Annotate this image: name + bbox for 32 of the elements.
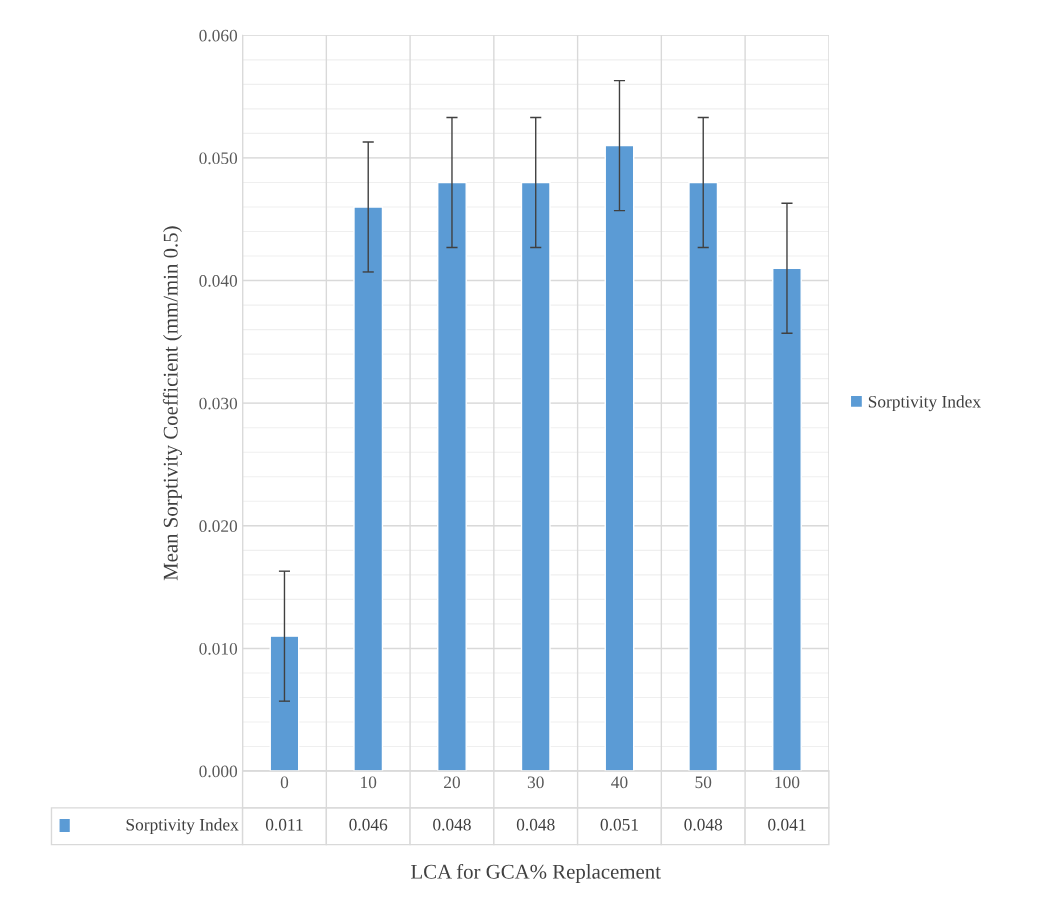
y-tick-label: 0.020 (199, 520, 238, 533)
data-label: 0.046 (349, 818, 388, 831)
y-tick-label: 0.060 (199, 29, 238, 42)
data-label: 0.048 (684, 818, 723, 831)
bar (772, 267, 802, 772)
x-tick-label: 30 (527, 776, 544, 789)
y-tick-label: 0.010 (199, 642, 238, 655)
bar (604, 144, 635, 772)
y-tick-label: 0.000 (199, 765, 238, 778)
data-label: 0.048 (433, 818, 471, 831)
legend-label: Sorptivity Index (868, 395, 981, 412)
x-tick-label: 20 (444, 776, 460, 789)
x-tick-label: 10 (361, 776, 377, 789)
bar (520, 181, 551, 772)
bar (353, 206, 384, 772)
bar (269, 635, 300, 772)
bar (688, 181, 719, 772)
data-label: 0.051 (600, 818, 638, 831)
y-tick-label: 0.030 (199, 397, 238, 410)
x-axis-title: LCA for GCA% Replacement (411, 863, 661, 883)
y-tick-label: 0.040 (199, 275, 238, 287)
y-axis-title: Mean Sorptivity Coefficient (mm/min 0.5) (162, 226, 182, 581)
x-tick-label: 40 (611, 776, 628, 789)
data-label: 0.041 (768, 818, 806, 831)
data-label: 0.048 (516, 818, 555, 831)
x-tick-label: 100 (775, 776, 800, 789)
y-tick-label: 0.050 (199, 152, 238, 165)
data-label: 0.011 (265, 818, 303, 831)
text: Sorptivity Index (126, 818, 239, 835)
x-tick-label: 0 (280, 776, 289, 789)
x-tick-label: 50 (695, 776, 712, 789)
bar (437, 181, 467, 772)
